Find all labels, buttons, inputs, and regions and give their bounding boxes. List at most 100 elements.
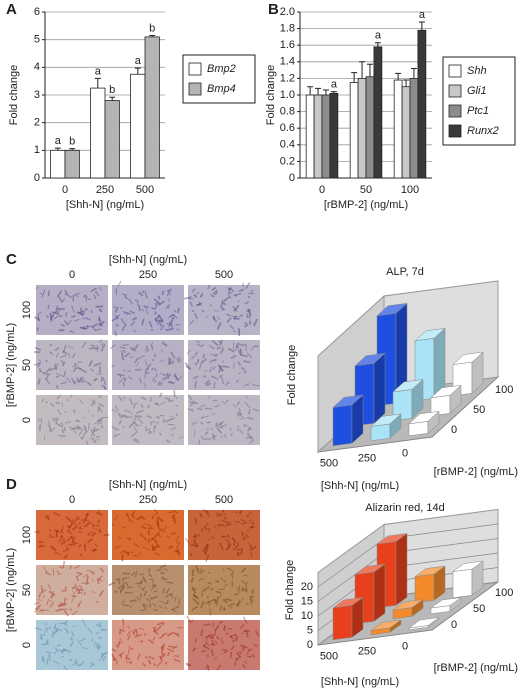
texture-stroke <box>235 344 238 352</box>
texture-stroke <box>153 367 158 372</box>
texture-stroke <box>74 292 80 296</box>
bar-top <box>354 563 386 575</box>
texture-stroke <box>159 564 167 569</box>
texture-stroke <box>77 603 81 608</box>
texture-stroke <box>71 630 75 637</box>
texture-stroke <box>161 632 168 636</box>
texture-stroke <box>236 548 243 551</box>
texture-stroke <box>51 311 59 315</box>
image-column-label: 500 <box>215 269 233 281</box>
y-tick-label: 2.0 <box>280 6 295 18</box>
texture-stroke <box>155 415 160 419</box>
error-bar <box>418 21 425 31</box>
texture-stroke <box>164 328 168 331</box>
texture-stroke <box>251 589 254 595</box>
texture-stroke <box>62 298 66 303</box>
texture-stroke <box>98 394 102 398</box>
micrograph-texture <box>111 390 184 444</box>
panel-label: D <box>6 476 17 493</box>
texture-stroke <box>241 521 248 525</box>
texture-stroke <box>119 637 124 644</box>
texture-stroke <box>123 377 127 382</box>
texture-stroke <box>51 630 55 638</box>
texture-stroke <box>186 663 191 667</box>
texture-stroke <box>93 362 102 367</box>
texture-stroke <box>234 511 238 514</box>
texture-stroke <box>129 660 132 665</box>
texture-stroke <box>133 330 136 332</box>
bar-top <box>408 410 440 425</box>
texture-stroke <box>151 595 158 600</box>
texture-stroke <box>145 655 148 659</box>
texture-stroke <box>88 360 94 367</box>
texture-stroke <box>82 646 88 650</box>
texture-stroke <box>216 513 223 517</box>
bar-top <box>376 533 408 545</box>
x-tick-label: 0 <box>402 447 408 459</box>
texture-stroke <box>247 655 252 658</box>
texture-stroke <box>169 292 172 296</box>
texture-stroke <box>96 347 99 350</box>
texture-stroke <box>213 525 217 529</box>
texture-stroke <box>144 291 148 298</box>
texture-stroke <box>130 431 138 438</box>
texture-stroke <box>222 568 225 573</box>
texture-stroke <box>148 594 151 597</box>
texture-stroke <box>69 641 75 648</box>
texture-stroke <box>36 327 39 331</box>
z-tick-label: 10 <box>301 610 313 622</box>
texture-stroke <box>162 525 167 533</box>
texture-stroke <box>166 290 171 297</box>
texture-stroke <box>70 597 75 603</box>
texture-stroke <box>170 532 175 536</box>
texture-stroke <box>95 600 99 603</box>
texture-stroke <box>215 512 219 515</box>
significance-letter: b <box>149 22 155 34</box>
texture-stroke <box>126 630 131 636</box>
texture-stroke <box>209 304 212 307</box>
texture-stroke <box>38 359 41 362</box>
texture-stroke <box>75 425 80 430</box>
texture-stroke <box>241 646 245 652</box>
texture-stroke <box>211 339 219 347</box>
texture-stroke <box>47 304 50 310</box>
micrograph <box>112 395 184 445</box>
texture-stroke <box>246 352 253 359</box>
texture-stroke <box>89 570 95 575</box>
error-bar <box>359 61 366 79</box>
y-tick-label: 0 <box>289 172 295 184</box>
texture-stroke <box>94 328 102 332</box>
texture-stroke <box>219 339 223 346</box>
texture-stroke <box>189 552 193 557</box>
texture-stroke <box>69 565 73 570</box>
texture-stroke <box>215 635 220 640</box>
texture-stroke <box>246 313 251 320</box>
texture-stroke <box>238 410 241 413</box>
texture-stroke <box>41 590 45 594</box>
texture-stroke <box>120 588 122 594</box>
texture-stroke <box>122 618 125 625</box>
texture-stroke <box>201 309 205 313</box>
texture-stroke <box>46 514 50 521</box>
texture-stroke <box>129 398 133 405</box>
texture-stroke <box>44 642 50 644</box>
texture-stroke <box>72 661 77 667</box>
texture-stroke <box>206 421 211 424</box>
texture-stroke <box>202 623 211 627</box>
texture-stroke <box>248 427 252 431</box>
texture-stroke <box>72 544 75 547</box>
texture-stroke <box>138 627 145 631</box>
texture-stroke <box>77 527 83 530</box>
texture-stroke <box>240 567 247 573</box>
texture-stroke <box>140 404 144 408</box>
texture-stroke <box>137 581 141 589</box>
legend-label: Shh <box>467 65 487 77</box>
texture-stroke <box>33 361 42 366</box>
texture-stroke <box>129 310 136 315</box>
texture-stroke <box>71 594 77 598</box>
texture-stroke <box>126 661 129 664</box>
texture-stroke <box>166 581 174 584</box>
texture-stroke <box>98 320 106 327</box>
texture-stroke <box>64 621 68 627</box>
bar <box>365 76 375 179</box>
